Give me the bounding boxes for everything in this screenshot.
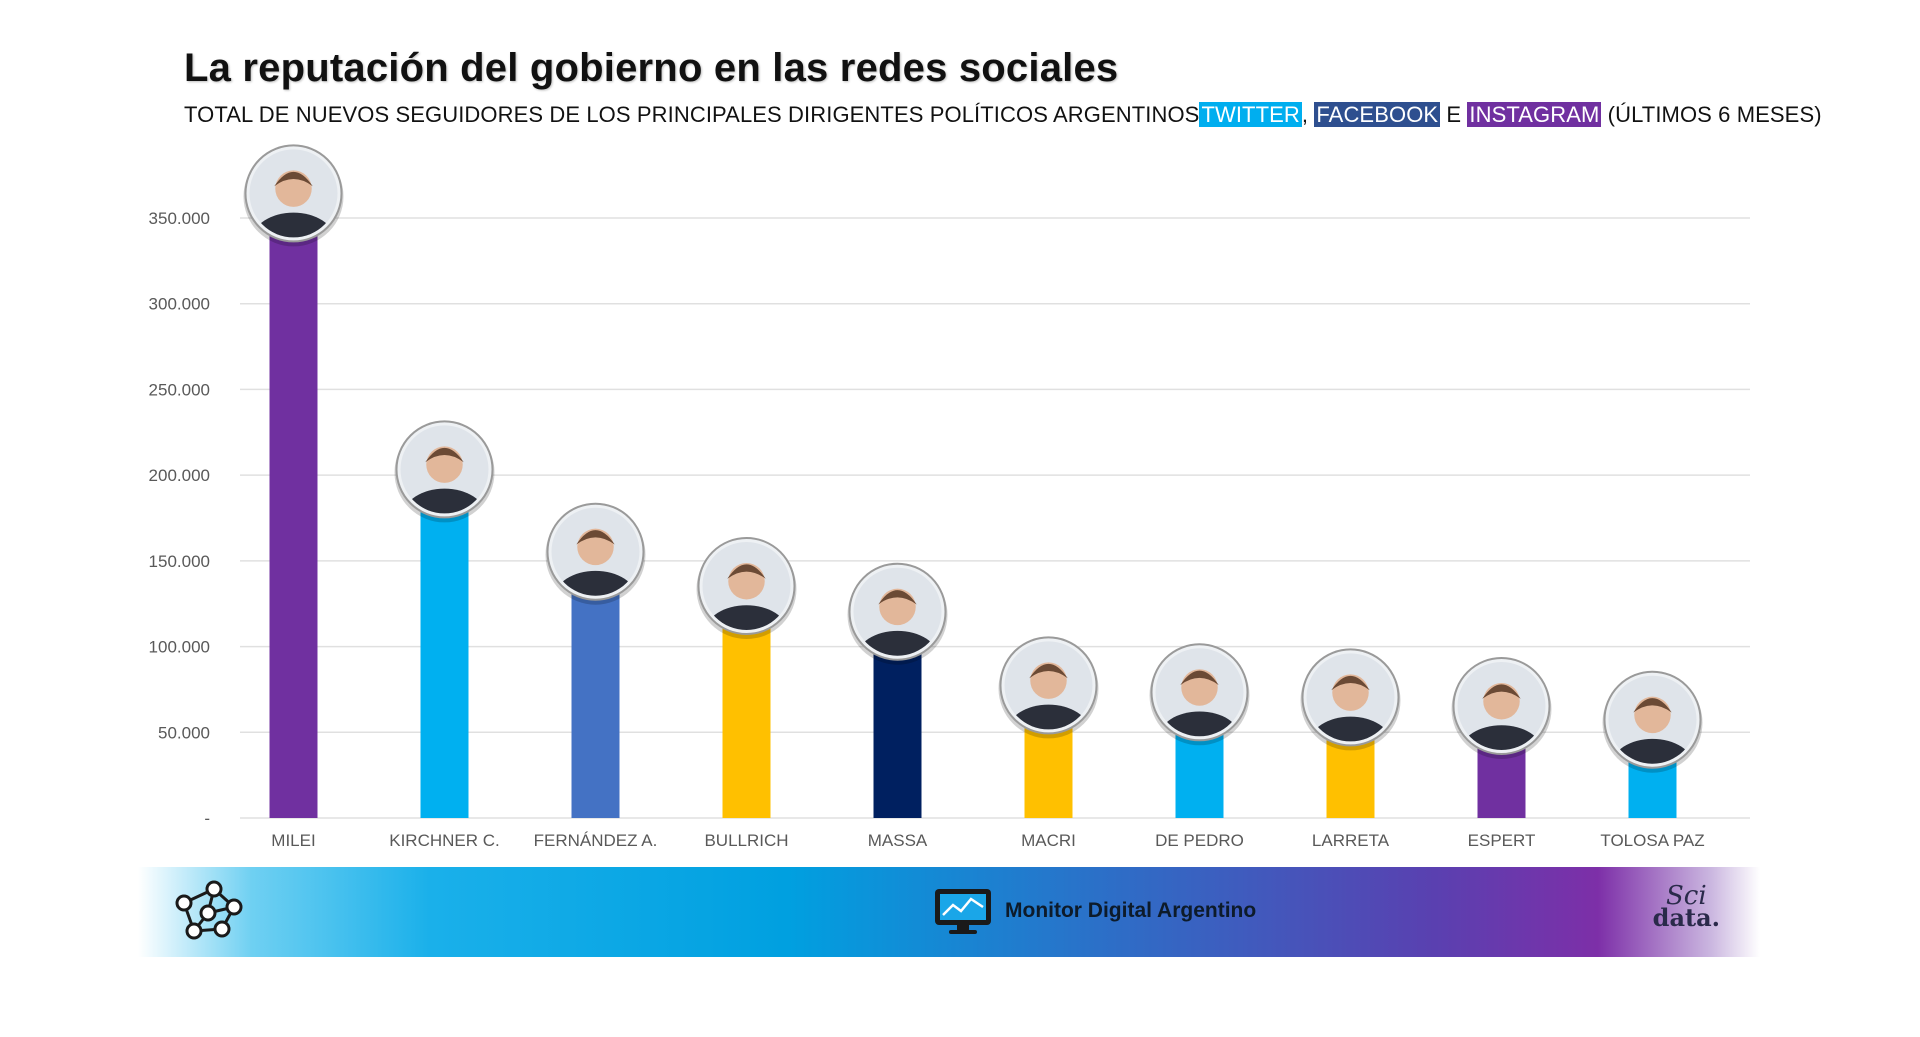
footer-banner: Monitor Digital Argentino Sci data. [138,867,1760,957]
bar-massa [873,651,922,818]
avatar-photo [847,562,948,665]
brand-name: Monitor Digital Argentino [1005,899,1257,922]
bar-espert [1477,746,1526,818]
bar-tolosa-paz [1628,759,1677,818]
avatar-photo [545,502,646,605]
data-text: data. [1652,903,1720,932]
and-separator: E [1440,102,1468,127]
x-tick-label: TOLOSA PAZ [1600,831,1704,850]
brand-logo: Monitor Digital Argentino [933,881,1256,941]
y-tick-label: 200.000 [149,466,210,485]
avatar-photo [696,537,797,639]
avatar-photo [1149,643,1250,746]
bar-de-pedro [1175,732,1224,818]
x-tick-label: MILEI [271,831,315,850]
y-tick-label: 250.000 [149,380,210,399]
y-tick-label: 300.000 [149,295,210,314]
monitor-chart-icon [935,889,991,934]
sci-text: Sci [1665,881,1707,911]
chart-subtitle: TOTAL DE NUEVOS SEGUIDORES DE LOS PRINCI… [184,102,1822,128]
twitter-label: TWITTER [1199,102,1302,127]
chart-title: La reputación del gobierno en las redes … [184,46,1119,90]
avatar-photo [998,636,1099,739]
bar-larreta [1326,737,1375,818]
avatar-photo [243,144,344,247]
avatar-photo [1451,657,1552,759]
x-tick-label: KIRCHNER C. [389,831,500,850]
x-tick-label: DE PEDRO [1155,831,1244,850]
x-tick-label: FERNÁNDEZ A. [534,831,658,850]
bar-milei [269,233,318,818]
x-tick-label: BULLRICH [704,831,788,850]
x-tick-label: LARRETA [1312,831,1390,850]
x-tick-label: ESPERT [1468,831,1536,850]
y-tick-label: - [204,809,210,828]
bar-bullrich [722,626,771,818]
subtitle-prefix: TOTAL DE NUEVOS SEGUIDORES DE LOS PRINCI… [184,102,1200,127]
scidata-logo: Sci data. [1652,881,1720,932]
facebook-label: FACEBOOK [1314,102,1441,127]
subtitle-suffix: (ÚLTIMOS 6 MESES) [1601,102,1822,127]
bar-chart: - 50.000 100.000 150.000 200.000 250.000 300.0… [149,144,1750,850]
bar-macri [1024,725,1073,818]
bar-fern-ndez-a- [571,591,620,818]
avatar-photo [1300,648,1401,751]
comma-separator: , [1301,102,1309,127]
network-nodes-icon [175,880,243,940]
avatar-photo [394,420,495,523]
instagram-label: INSTAGRAM [1467,102,1602,127]
bar-kirchner-c- [420,509,469,818]
x-tick-label: MASSA [868,831,928,850]
avatar-photo [1602,670,1703,773]
y-tick-label: 50.000 [158,723,210,742]
x-tick-label: MACRI [1021,831,1076,850]
y-tick-label: 150.000 [149,552,210,571]
y-tick-label: 100.000 [149,638,210,657]
y-tick-label: 350.000 [149,209,210,228]
